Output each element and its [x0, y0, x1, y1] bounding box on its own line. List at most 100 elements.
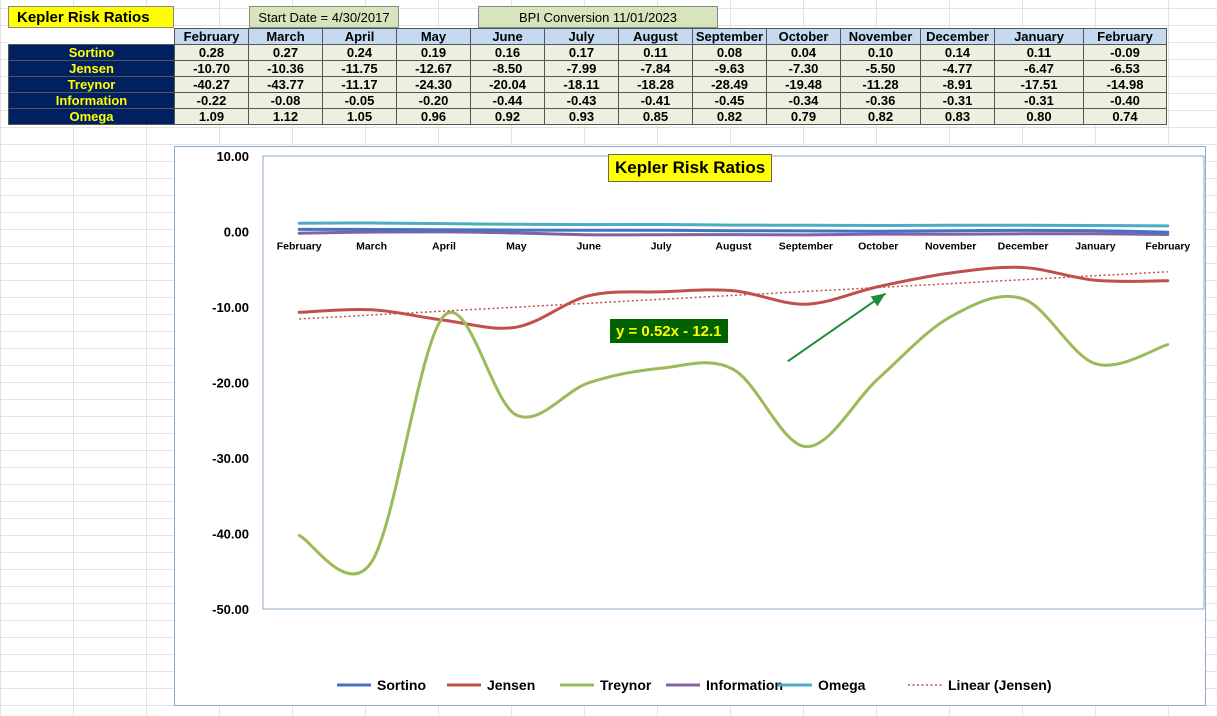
value-cell[interactable]: 1.09 — [174, 108, 249, 125]
value-cell[interactable]: -0.31 — [994, 92, 1084, 109]
value-cell[interactable]: 0.92 — [470, 108, 545, 125]
series-line-omega[interactable] — [297, 221, 1170, 228]
value-cell[interactable]: 0.96 — [396, 108, 471, 125]
value-cell[interactable]: -0.08 — [248, 92, 323, 109]
value-cell[interactable]: 0.79 — [766, 108, 841, 125]
value-cell[interactable]: -12.67 — [396, 60, 471, 77]
series-line-jensen[interactable] — [297, 265, 1170, 330]
value-cell[interactable]: 0.83 — [920, 108, 995, 125]
row-label[interactable]: Sortino — [8, 44, 175, 61]
month-header[interactable]: July — [544, 28, 619, 45]
trendline-equation[interactable]: y = 0.52x - 12.1 — [610, 319, 728, 343]
month-header[interactable]: April — [322, 28, 397, 45]
value-cell[interactable]: -0.40 — [1083, 92, 1167, 109]
month-header[interactable]: October — [766, 28, 841, 45]
trendline[interactable] — [299, 271, 1168, 320]
series-line-information[interactable] — [297, 230, 1170, 237]
value-cell[interactable]: -10.70 — [174, 60, 249, 77]
value-cell[interactable]: -43.77 — [248, 76, 323, 93]
value-cell[interactable]: 0.10 — [840, 44, 921, 61]
row-label[interactable]: Omega — [8, 108, 175, 125]
value-cell[interactable]: 0.17 — [544, 44, 619, 61]
series-line-sortino[interactable] — [297, 227, 1170, 234]
value-cell[interactable]: -19.48 — [766, 76, 841, 93]
value-cell[interactable]: -11.75 — [322, 60, 397, 77]
value-cell[interactable]: 0.11 — [618, 44, 693, 61]
value-cell[interactable]: -11.28 — [840, 76, 921, 93]
value-cell[interactable]: -11.17 — [322, 76, 397, 93]
value-cell[interactable]: -14.98 — [1083, 76, 1167, 93]
value-cell[interactable]: 0.08 — [692, 44, 767, 61]
month-header[interactable]: November — [840, 28, 921, 45]
month-header[interactable]: March — [248, 28, 323, 45]
value-cell[interactable]: -0.43 — [544, 92, 619, 109]
value-cell[interactable]: -24.30 — [396, 76, 471, 93]
month-header[interactable]: December — [920, 28, 995, 45]
chart-title[interactable]: Kepler Risk Ratios — [608, 154, 773, 182]
legend-label[interactable]: Information — [706, 677, 783, 693]
row-label[interactable]: Information — [8, 92, 175, 109]
value-cell[interactable]: -0.41 — [618, 92, 693, 109]
value-cell[interactable]: 0.04 — [766, 44, 841, 61]
value-cell[interactable]: -8.50 — [470, 60, 545, 77]
legend-label[interactable]: Jensen — [487, 677, 535, 693]
value-cell[interactable]: -0.05 — [322, 92, 397, 109]
value-cell[interactable]: 0.82 — [692, 108, 767, 125]
value-cell[interactable]: -40.27 — [174, 76, 249, 93]
month-header[interactable]: January — [994, 28, 1084, 45]
value-cell[interactable]: -0.36 — [840, 92, 921, 109]
row-label[interactable]: Treynor — [8, 76, 175, 93]
series-line-treynor[interactable] — [297, 294, 1170, 576]
value-cell[interactable]: 0.27 — [248, 44, 323, 61]
value-cell[interactable]: 0.19 — [396, 44, 471, 61]
value-cell[interactable]: -0.45 — [692, 92, 767, 109]
bpi-conversion-cell[interactable]: BPI Conversion 11/01/2023 — [478, 6, 718, 28]
line-chart[interactable]: 10.00 0.00 -10.00 -20.00 -30.00 -40.00 -50.00 F… — [174, 146, 1206, 706]
value-cell[interactable]: -7.30 — [766, 60, 841, 77]
value-cell[interactable]: 1.05 — [322, 108, 397, 125]
legend-label[interactable]: Treynor — [600, 677, 652, 693]
start-date-cell[interactable]: Start Date = 4/30/2017 — [249, 6, 399, 28]
value-cell[interactable]: -5.50 — [840, 60, 921, 77]
value-cell[interactable]: 0.93 — [544, 108, 619, 125]
value-cell[interactable]: 0.14 — [920, 44, 995, 61]
month-header[interactable]: June — [470, 28, 545, 45]
legend-label[interactable]: Sortino — [377, 677, 426, 693]
value-cell[interactable]: -7.99 — [544, 60, 619, 77]
value-cell[interactable]: -0.34 — [766, 92, 841, 109]
value-cell[interactable]: -0.31 — [920, 92, 995, 109]
value-cell[interactable]: 0.16 — [470, 44, 545, 61]
value-cell[interactable]: -18.28 — [618, 76, 693, 93]
value-cell[interactable]: -0.20 — [396, 92, 471, 109]
value-cell[interactable]: 0.82 — [840, 108, 921, 125]
month-header[interactable]: September — [692, 28, 767, 45]
value-cell[interactable]: -20.04 — [470, 76, 545, 93]
value-cell[interactable]: -6.47 — [994, 60, 1084, 77]
legend-label[interactable]: Linear (Jensen) — [948, 677, 1051, 693]
value-cell[interactable]: 1.12 — [248, 108, 323, 125]
value-cell[interactable]: -10.36 — [248, 60, 323, 77]
legend-label[interactable]: Omega — [818, 677, 866, 693]
value-cell[interactable]: 0.74 — [1083, 108, 1167, 125]
value-cell[interactable]: -4.77 — [920, 60, 995, 77]
value-cell[interactable]: 0.11 — [994, 44, 1084, 61]
month-header[interactable]: February — [1083, 28, 1167, 45]
value-cell[interactable]: -0.44 — [470, 92, 545, 109]
value-cell[interactable]: -28.49 — [692, 76, 767, 93]
value-cell[interactable]: -18.11 — [544, 76, 619, 93]
sheet-title[interactable]: Kepler Risk Ratios — [8, 6, 174, 28]
value-cell[interactable]: 0.80 — [994, 108, 1084, 125]
month-header[interactable]: February — [174, 28, 249, 45]
value-cell[interactable]: 0.24 — [322, 44, 397, 61]
row-label[interactable]: Jensen — [8, 60, 175, 77]
value-cell[interactable]: -17.51 — [994, 76, 1084, 93]
value-cell[interactable]: -6.53 — [1083, 60, 1167, 77]
month-header[interactable]: August — [618, 28, 693, 45]
value-cell[interactable]: -0.09 — [1083, 44, 1167, 61]
value-cell[interactable]: 0.85 — [618, 108, 693, 125]
value-cell[interactable]: -7.84 — [618, 60, 693, 77]
value-cell[interactable]: 0.28 — [174, 44, 249, 61]
value-cell[interactable]: -8.91 — [920, 76, 995, 93]
value-cell[interactable]: -9.63 — [692, 60, 767, 77]
month-header[interactable]: May — [396, 28, 471, 45]
